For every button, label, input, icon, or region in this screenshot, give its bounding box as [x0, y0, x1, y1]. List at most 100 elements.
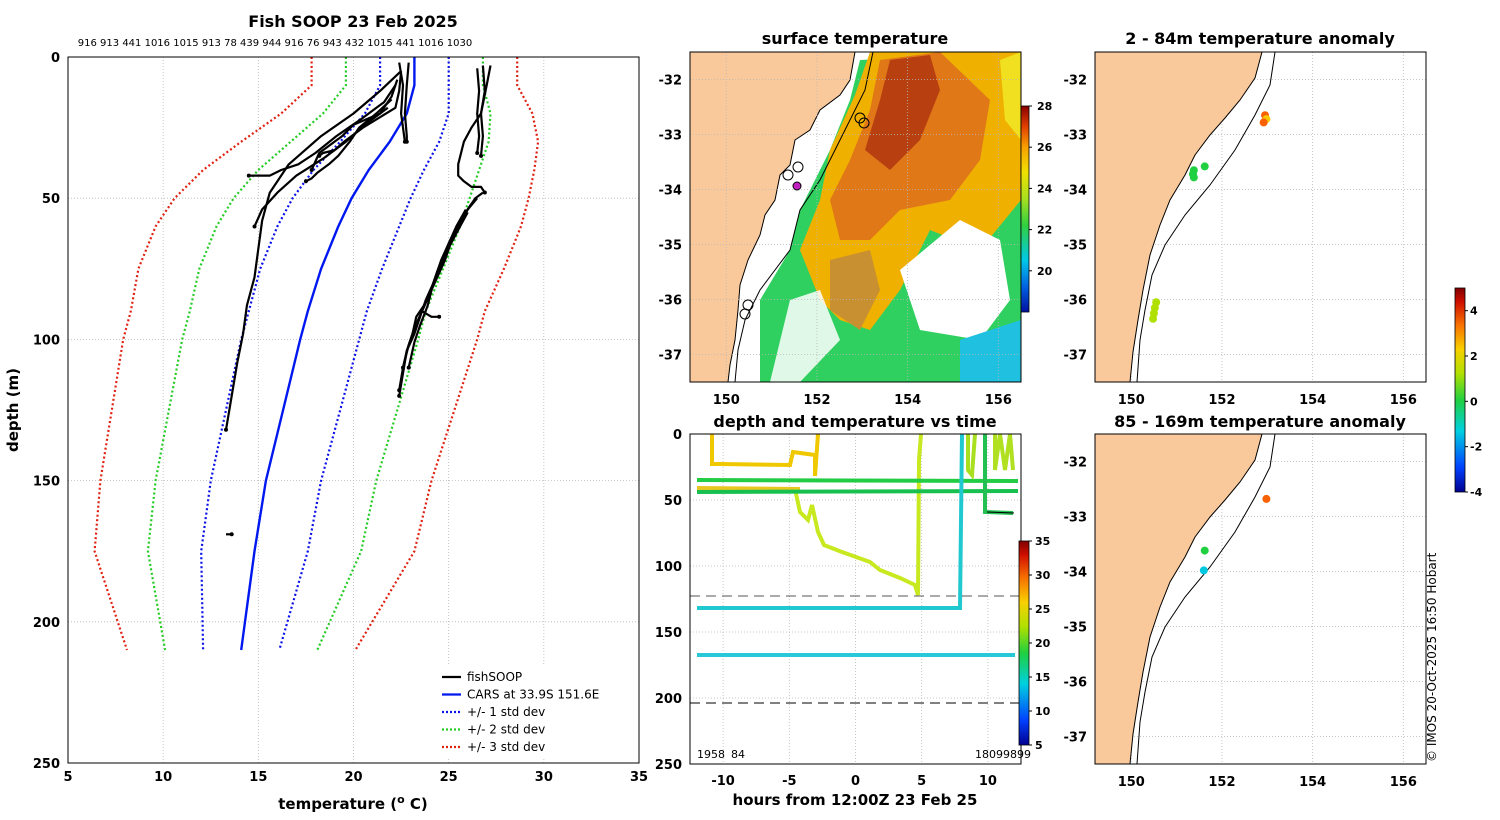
std-dev-3-line: [93, 57, 313, 651]
anomaly-shallow-xtick-label: 152: [1208, 393, 1235, 408]
timeseries-xtick-label: 0: [851, 774, 860, 789]
sst-colorbar-label: 20: [1037, 265, 1053, 278]
profile-legend: fishSOOP CARS at 33.9S 151.6E +/- 1 std de…: [434, 664, 634, 758]
sst-grid: [690, 52, 1021, 382]
timeseries-colorbar-label: 30: [1035, 569, 1051, 582]
sst-shelf-contour: [734, 52, 874, 382]
timeseries-xlabel: hours from 12:00Z 23 Feb 25: [733, 791, 978, 809]
fishsoop-profile-end: [229, 532, 234, 537]
anomaly-deep-ytick-label: -37: [1064, 731, 1088, 746]
anomaly-deep-xtick-label: 152: [1208, 775, 1235, 790]
sst-colorbar: [1020, 105, 1030, 313]
sst-northeast-yellow: [1000, 52, 1021, 140]
profile-lines: [93, 57, 540, 651]
timeseries-bottom-label-right: 18099899: [975, 748, 1031, 761]
anomaly-shallow-map: [1095, 52, 1426, 382]
profile-xtick-label: 25: [440, 770, 458, 785]
anomaly-point: [1200, 546, 1209, 555]
anomaly-shallow-ytick-label: -36: [1064, 294, 1088, 309]
profile-ytick-label: 250: [33, 757, 60, 772]
timeseries-bottom-label-left: 1958: [697, 748, 725, 761]
profile-ytick-label: 200: [33, 616, 60, 631]
timeseries-ytick-label: 50: [664, 494, 682, 509]
profile-xtick-label: 35: [630, 770, 648, 785]
timeseries-track: [696, 486, 801, 491]
fishsoop-profile-end: [437, 314, 442, 319]
anomaly-shallow-xtick-label: 154: [1299, 393, 1326, 408]
timeseries-colorbar-label: 35: [1035, 535, 1050, 548]
profile-grid: [67, 56, 640, 764]
timeseries-ytick-label: 100: [655, 560, 682, 575]
timeseries-colorbar-label: 15: [1035, 671, 1050, 684]
anomaly-colorbar-label: -2: [1470, 441, 1482, 454]
timeseries-xtick-label: 5: [917, 774, 926, 789]
legend-box: [434, 664, 634, 758]
profile-xtick-label: 5: [63, 770, 72, 785]
sst-panel: surface temperature: [659, 29, 1053, 408]
sst-station-marker: [858, 117, 870, 129]
fishsoop-profile-end: [400, 365, 405, 370]
anomaly-shallow-ytick-label: -34: [1064, 184, 1088, 199]
fishsoop-profile-end: [404, 139, 409, 144]
anomaly-shallow-ytick-label: -37: [1064, 349, 1088, 364]
anomaly-shallow-land: [1095, 52, 1263, 382]
sst-ytick-label: -36: [659, 294, 683, 309]
anomaly-colorbar-label: 2: [1470, 350, 1478, 363]
timeseries-tracks: [690, 434, 1021, 704]
timeseries-ytick-label: 0: [673, 428, 682, 443]
anomaly-deep-ytick-label: -35: [1064, 621, 1088, 636]
legend-label: +/- 1 std dev: [467, 705, 545, 719]
timeseries-track-outline: [986, 511, 1015, 514]
anomaly-deep-panel: 85 - 169m temperature anomaly 150 152 154 1…: [1064, 287, 1483, 791]
anomaly-deep-map: [1095, 434, 1426, 764]
anomaly-deep-axes-box: [1094, 433, 1427, 765]
anomaly-deep-land: [1095, 434, 1263, 764]
fishsoop-profile-line: [407, 191, 484, 368]
sst-station-marker: [792, 161, 804, 173]
fishsoop-profile-end: [309, 167, 314, 172]
anomaly-point: [1200, 162, 1209, 171]
sst-colorbar-label: 24: [1037, 182, 1053, 195]
sst-station-marker: [739, 308, 751, 320]
std-dev-1-line: [278, 57, 450, 651]
timeseries-colorbar-label: 10: [1035, 705, 1051, 718]
timeseries-track: [710, 434, 820, 477]
sst-colorbar-label: 26: [1037, 141, 1053, 154]
sst-map: [690, 52, 1021, 382]
anomaly-point: [1149, 314, 1158, 323]
profile-ytick-label: 150: [33, 475, 60, 490]
profile-ytick-label: 0: [51, 51, 60, 66]
fishsoop-profile-end: [252, 224, 257, 229]
fishsoop-profile-end: [397, 393, 402, 398]
anomaly-point: [1189, 173, 1198, 182]
anomaly-deep-title: 85 - 169m temperature anomaly: [1114, 412, 1406, 431]
fishsoop-profile-line: [420, 208, 467, 318]
cars-mean-line: [240, 57, 416, 651]
sst-ytick-label: -32: [659, 74, 683, 89]
anomaly-deep-ticks: 150 152 154 156 -32 -33 -34 -35 -36 -37: [1064, 456, 1417, 791]
anomaly-colorbar-label: 4: [1470, 305, 1478, 318]
anomaly-deep-xtick-label: 154: [1299, 775, 1326, 790]
timeseries-colorbar-label: 20: [1035, 637, 1051, 650]
timeseries-xtick-label: -10: [711, 774, 735, 789]
sst-land: [690, 52, 856, 382]
sst-hot-core: [865, 55, 940, 170]
anomaly-colorbar: [1454, 287, 1466, 493]
fishsoop-profile-end: [246, 173, 251, 178]
sst-cloud-south: [770, 290, 840, 382]
anomaly-deep-ytick-label: -34: [1064, 566, 1088, 581]
timeseries-grid: [690, 433, 1021, 765]
timeseries-xtick-label: 10: [979, 774, 997, 789]
timeseries-ytick-label: 150: [655, 626, 682, 641]
fishsoop-profile-end: [223, 427, 228, 432]
timeseries-track: [993, 434, 1015, 471]
sst-xtick-label: 154: [894, 393, 921, 408]
sst-xtick-label: 156: [985, 393, 1012, 408]
profile-top-numbers: 916 913 441 1016 1015 913 78 439 944 916…: [78, 38, 472, 49]
timeseries-colorbar: [1018, 540, 1030, 746]
timeseries-ytick-label: 200: [655, 692, 682, 707]
timeseries-ytick-label: 250: [655, 758, 682, 773]
sst-ytick-label: -37: [659, 349, 683, 364]
